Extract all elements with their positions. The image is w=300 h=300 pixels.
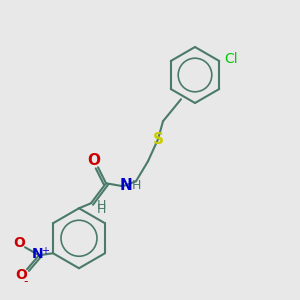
Text: O: O xyxy=(15,268,27,282)
Text: Cl: Cl xyxy=(224,52,238,66)
Text: H: H xyxy=(96,199,106,212)
Text: N: N xyxy=(120,178,132,193)
Text: O: O xyxy=(88,153,100,168)
Text: N: N xyxy=(32,247,44,261)
Text: O: O xyxy=(13,236,25,250)
Text: +: + xyxy=(41,246,49,256)
Text: S: S xyxy=(152,132,164,147)
Text: H: H xyxy=(96,203,106,216)
Text: H: H xyxy=(131,179,141,192)
Text: -: - xyxy=(24,275,28,288)
